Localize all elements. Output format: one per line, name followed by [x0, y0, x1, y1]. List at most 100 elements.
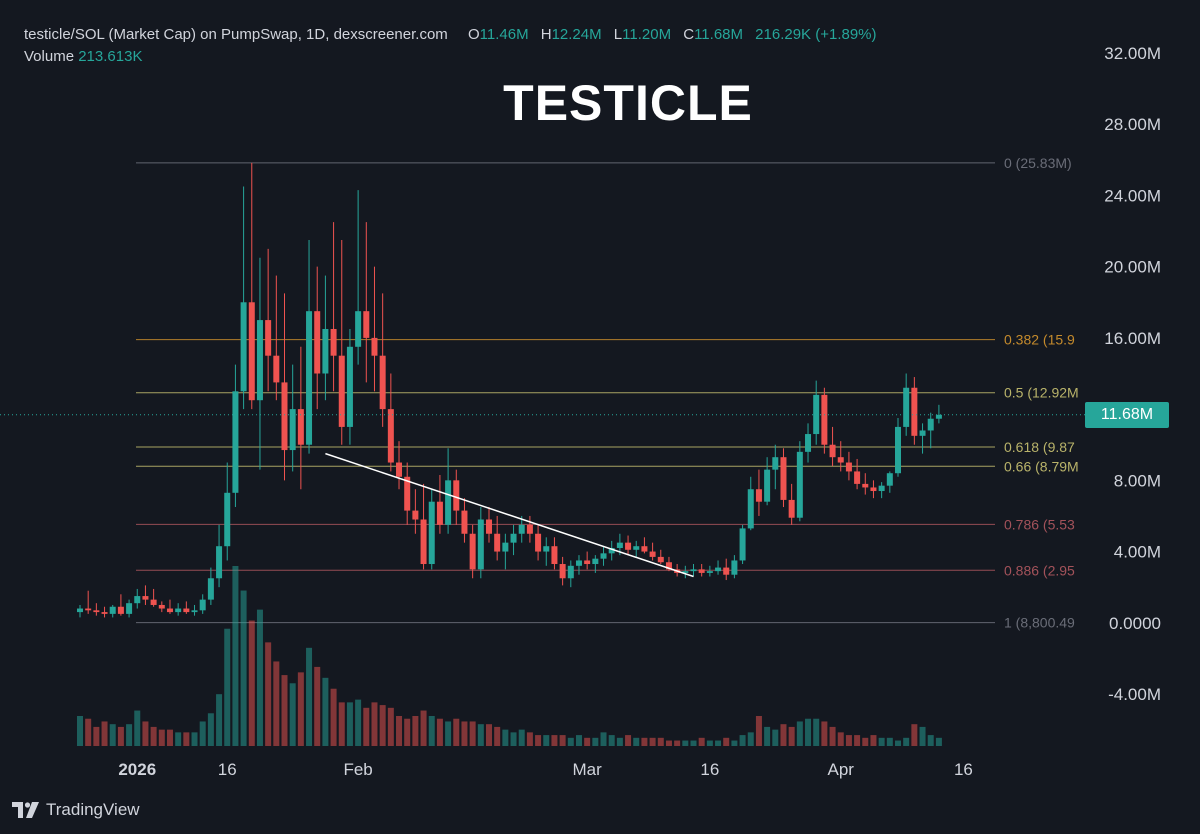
candle-body [363, 311, 370, 338]
candle-body [796, 451, 803, 518]
candle-body [502, 542, 509, 552]
volume-bar [469, 721, 476, 746]
volume-bar [567, 737, 574, 746]
candle-body [330, 328, 337, 356]
volume-bar [461, 721, 468, 746]
fib-label-0.66: 0.66 (8.79M [1004, 458, 1079, 474]
candle-body [903, 387, 910, 427]
time-axis[interactable]: 2026 16 Feb Mar 16 Apr 16 [118, 760, 973, 779]
volume-bar [420, 710, 427, 746]
volume-bar [625, 735, 632, 746]
volume-bar [715, 740, 722, 746]
volume-bar [387, 707, 394, 746]
candle-body [575, 560, 582, 566]
candle-body [633, 546, 640, 550]
volume-bar [813, 718, 820, 746]
volume-bar [502, 729, 509, 746]
volume-bar [273, 661, 280, 746]
volume-bar [633, 737, 640, 746]
candle-body [232, 391, 239, 493]
candlestick-series [77, 162, 942, 618]
volume-bar [592, 737, 599, 746]
volume-bar [477, 724, 484, 746]
tradingview-brand[interactable]: TradingView [12, 800, 140, 820]
candle-body [927, 418, 934, 431]
volume-bar [535, 735, 542, 746]
candle-body [273, 355, 280, 383]
fib-label-0.786: 0.786 (5.53 [1004, 516, 1075, 532]
candle-body [821, 394, 828, 445]
volume-label: Volume [24, 48, 75, 65]
x-tick-label: 16 [954, 760, 973, 779]
volume-bar [216, 694, 223, 746]
candle-body [428, 501, 435, 565]
volume-bar [837, 732, 844, 746]
candle-body [93, 610, 100, 613]
x-tick-label: 16 [218, 760, 237, 779]
volume-bar [191, 732, 198, 746]
candle-body [510, 533, 517, 543]
candle-body [477, 519, 484, 570]
volume-bar [575, 735, 582, 746]
y-tick-label: 0.0000 [1109, 614, 1161, 633]
candle-body [420, 519, 427, 565]
candle-body [101, 612, 108, 614]
candle-body [240, 302, 247, 392]
candle-body [690, 569, 697, 572]
symbol-title[interactable]: testicle/SOL (Market Cap) on PumpSwap, 1… [24, 26, 448, 43]
candle-body [895, 426, 901, 474]
volume-bar [608, 735, 615, 746]
candle-body [387, 409, 394, 463]
volume-bar [788, 726, 795, 746]
candle-body [134, 596, 141, 604]
volume-bar [854, 735, 861, 746]
volume-bar [878, 737, 885, 746]
ohlc-close: C11.68M [683, 26, 743, 43]
candle-body [142, 596, 149, 600]
volume-bar [870, 735, 877, 746]
fib-label-0.618: 0.618 (9.87 [1004, 439, 1075, 455]
x-tick-label: 16 [700, 760, 719, 779]
tradingview-logo-icon [12, 802, 39, 818]
candle-body [453, 480, 460, 511]
candle-body [412, 510, 419, 520]
volume-bar [240, 590, 247, 746]
volume-bar [445, 721, 452, 746]
volume-bar [805, 718, 812, 746]
volume-bar [911, 724, 918, 746]
volume-bar [821, 721, 828, 746]
candle-body [600, 553, 607, 559]
candle-body [518, 524, 525, 534]
volume-bar [657, 737, 664, 746]
volume-bar [796, 721, 803, 746]
candle-body [371, 337, 378, 356]
candle-body [404, 476, 411, 511]
price-axis[interactable]: 32.00M 28.00M 24.00M 20.00M 16.00M 8.00M 4.00M… [1104, 44, 1161, 704]
candle-body [306, 311, 313, 445]
candle-body [526, 524, 533, 534]
candle-body [126, 603, 133, 614]
volume-bar [674, 740, 681, 746]
candle-body [289, 409, 296, 451]
candle-body [346, 346, 353, 427]
volume-bar [649, 737, 656, 746]
candle-body [870, 487, 877, 492]
candle-body [616, 542, 623, 548]
volume-bar [289, 683, 296, 746]
fib-label-0.382: 0.382 (15.9 [1004, 332, 1075, 348]
volume-bar [895, 740, 901, 746]
y-tick-label: 8.00M [1114, 471, 1161, 490]
trendline[interactable] [325, 452, 694, 578]
volume-bar [404, 718, 411, 746]
fibonacci-retracement[interactable]: 0 (25.83M) 0.382 (15.9 0.5 (12.92M 0.618 (9… [136, 155, 1079, 631]
candle-body [256, 320, 263, 401]
volume-bar [919, 726, 926, 746]
candle-body [379, 355, 386, 410]
y-tick-label: 24.00M [1104, 186, 1161, 205]
volume-bar [845, 735, 852, 746]
volume-bar [142, 721, 149, 746]
candle-body [77, 608, 83, 613]
last-price-tag: 11.68M [1085, 402, 1169, 428]
volume-bar [698, 737, 705, 746]
